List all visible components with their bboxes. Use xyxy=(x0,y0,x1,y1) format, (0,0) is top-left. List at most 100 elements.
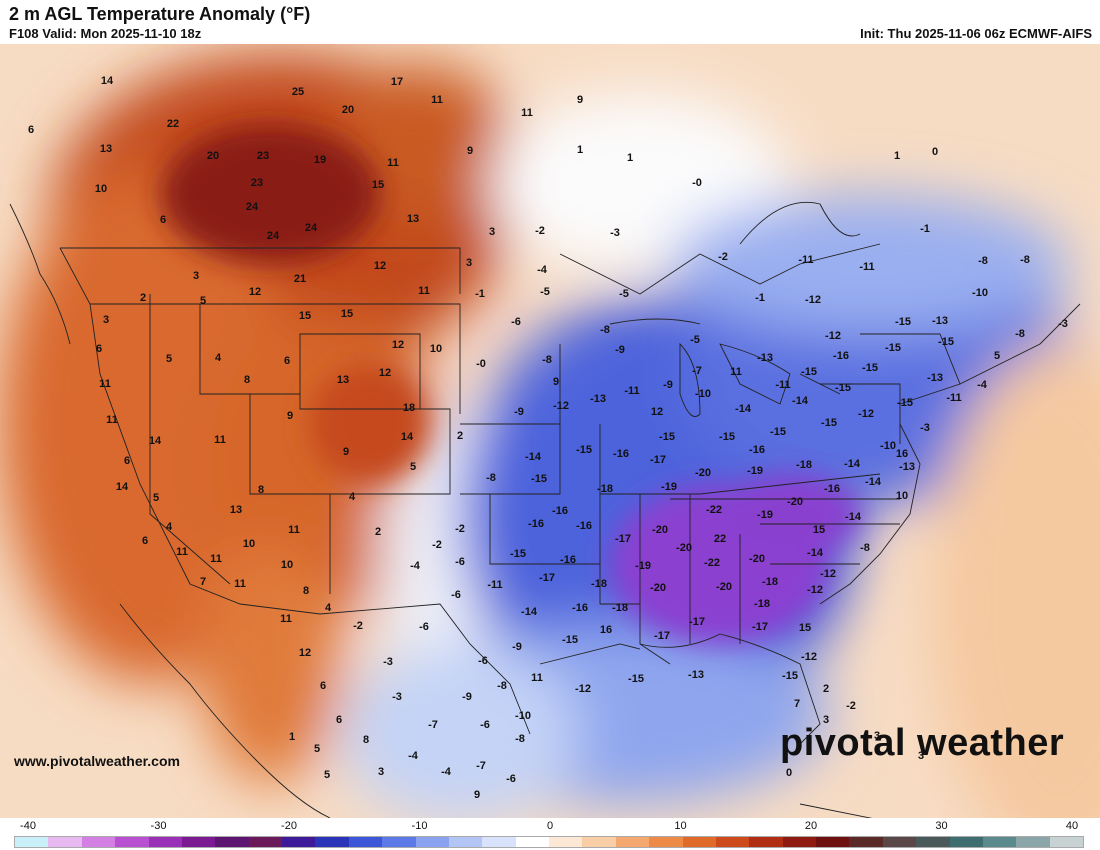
anomaly-value: 10 xyxy=(895,490,909,502)
anomaly-value: 0 xyxy=(785,767,793,779)
anomaly-value: -4 xyxy=(408,750,418,762)
anomaly-value: 2 xyxy=(456,430,464,442)
colorbar-tick-label: -30 xyxy=(150,820,167,832)
anomaly-value: -10 xyxy=(515,710,531,722)
anomaly-value: -3 xyxy=(392,691,402,703)
anomaly-value: -8 xyxy=(486,472,496,484)
anomaly-value: -15 xyxy=(531,473,547,485)
anomaly-value: 6 xyxy=(283,355,291,367)
anomaly-value: -8 xyxy=(497,680,507,692)
anomaly-value: 6 xyxy=(319,680,327,692)
anomaly-value: 3 xyxy=(488,226,496,238)
anomaly-value: 15 xyxy=(812,524,826,536)
anomaly-value: 25 xyxy=(291,86,305,98)
anomaly-value: -22 xyxy=(706,504,722,516)
anomaly-value: 6 xyxy=(141,535,149,547)
colorbar-tick-label: -40 xyxy=(20,820,36,832)
anomaly-value: -12 xyxy=(825,330,841,342)
anomaly-value: 6 xyxy=(123,455,131,467)
anomaly-value: 16 xyxy=(599,624,613,636)
anomaly-value: 14 xyxy=(115,481,129,493)
anomaly-value: -20 xyxy=(676,542,692,554)
colorbar-tick-label: 30 xyxy=(935,820,948,832)
anomaly-value: -8 xyxy=(542,354,552,366)
anomaly-value: -18 xyxy=(591,578,607,590)
anomaly-value: 4 xyxy=(348,491,356,503)
colorbar-swatch xyxy=(115,837,149,847)
anomaly-value: 1 xyxy=(893,150,901,162)
anomaly-value: 8 xyxy=(243,374,251,386)
anomaly-value: 5 xyxy=(313,743,321,755)
anomaly-value: -11 xyxy=(798,254,814,266)
anomaly-value: -15 xyxy=(938,336,954,348)
colorbar-swatch xyxy=(215,837,249,847)
anomaly-value: -6 xyxy=(451,589,461,601)
anomaly-value: -9 xyxy=(663,379,673,391)
valid-time: F108 Valid: Mon 2025-11-10 18z xyxy=(9,26,202,41)
colorbar-swatch xyxy=(415,837,449,847)
anomaly-value: -17 xyxy=(752,621,768,633)
anomaly-value: 13 xyxy=(406,213,420,225)
colorbar-swatch xyxy=(382,837,416,847)
anomaly-value: -9 xyxy=(462,691,472,703)
anomaly-value: -16 xyxy=(560,554,576,566)
anomaly-value: 8 xyxy=(257,484,265,496)
anomaly-value: -12 xyxy=(807,584,823,596)
anomaly-value: -7 xyxy=(692,365,702,377)
anomaly-value: 4 xyxy=(214,352,222,364)
colorbar-swatch xyxy=(715,837,750,847)
map-title: 2 m AGL Temperature Anomaly (°F) xyxy=(9,4,311,24)
anomaly-value: 9 xyxy=(576,94,584,106)
colorbar-swatch xyxy=(1049,837,1083,847)
anomaly-value: -16 xyxy=(528,518,544,530)
anomaly-value: -16 xyxy=(833,350,849,362)
anomaly-value: -13 xyxy=(688,669,704,681)
colorbar-tick-label: 10 xyxy=(674,820,687,832)
anomaly-value: 6 xyxy=(335,714,343,726)
anomaly-value: -13 xyxy=(927,372,943,384)
colorbar-swatch xyxy=(782,837,816,847)
anomaly-value: 2 xyxy=(139,292,147,304)
anomaly-value: -14 xyxy=(525,451,541,463)
anomaly-value: -11 xyxy=(624,385,640,397)
anomaly-value: -15 xyxy=(659,431,675,443)
anomaly-value: 11 xyxy=(431,94,443,106)
colorbar-swatch xyxy=(282,837,316,847)
anomaly-value: 5 xyxy=(993,350,1001,362)
anomaly-value: -0 xyxy=(692,177,702,189)
anomaly-value: 13 xyxy=(99,143,113,155)
colorbar-swatch xyxy=(816,837,850,847)
anomaly-value: -12 xyxy=(858,408,874,420)
anomaly-value: 11 xyxy=(280,613,292,625)
anomaly-value: 9 xyxy=(286,410,294,422)
anomaly-value: -4 xyxy=(410,560,420,572)
anomaly-value: 24 xyxy=(245,201,259,213)
website-label: www.pivotalweather.com xyxy=(14,753,180,769)
anomaly-value: -16 xyxy=(613,448,629,460)
anomaly-value: 3 xyxy=(192,270,200,282)
anomaly-value: 3 xyxy=(822,714,830,726)
anomaly-value: -10 xyxy=(695,388,711,400)
anomaly-map[interactable]: 14 25 17 20 11 9 11 6 22 13 20 23 19 11 9 1 1 10 23 15 -0 1 0 6… xyxy=(0,44,1100,818)
anomaly-value: 11 xyxy=(387,157,399,169)
anomaly-value: -15 xyxy=(885,342,901,354)
anomaly-value: 12 xyxy=(298,647,312,659)
pivotal-weather-logo: pivotal weather xyxy=(780,722,1065,764)
anomaly-value: 11 xyxy=(418,285,430,297)
anomaly-value: 20 xyxy=(206,150,220,162)
anomaly-value: -17 xyxy=(539,572,555,584)
anomaly-value: -15 xyxy=(576,444,592,456)
anomaly-value: -17 xyxy=(654,630,670,642)
colorbar-swatch xyxy=(348,837,383,847)
anomaly-value: 11 xyxy=(521,107,533,119)
anomaly-value: 4 xyxy=(324,602,332,614)
anomaly-values: 14 25 17 20 11 9 11 6 22 13 20 23 19 11 9 1 1 10 23 15 -0 1 0 6… xyxy=(0,44,1100,818)
anomaly-value: 15 xyxy=(298,310,312,322)
anomaly-value: 11 xyxy=(176,546,188,558)
anomaly-value: -4 xyxy=(441,766,451,778)
anomaly-value: 5 xyxy=(409,461,417,473)
colorbar-tick-label: 0 xyxy=(546,820,554,832)
anomaly-value: 7 xyxy=(793,698,801,710)
anomaly-value: -15 xyxy=(897,397,913,409)
anomaly-value: -0 xyxy=(476,358,486,370)
